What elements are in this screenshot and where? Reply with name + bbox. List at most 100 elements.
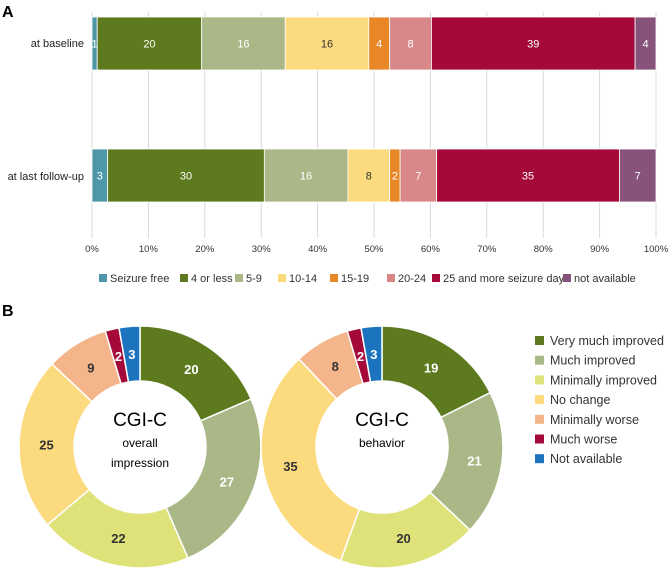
bar-data-label: 4: [376, 39, 382, 51]
donut-data-label: 21: [467, 454, 481, 469]
legend-label: Much worse: [550, 433, 617, 447]
legend-swatch-minimally-improved: [535, 375, 544, 385]
donut-center-subtitle-line-1: overall: [122, 436, 157, 450]
legend-swatch-much-worse: [535, 434, 544, 444]
bar-data-label: 35: [522, 171, 534, 183]
x-tick-label: 70%: [477, 244, 497, 255]
donut-center-subtitle-line-2: impression: [111, 456, 169, 470]
legend-swatch-10-14: [278, 274, 286, 282]
bar-data-label: 16: [300, 171, 312, 183]
donut-data-label: 9: [87, 360, 94, 375]
donut-slice-no-change: [260, 357, 361, 562]
legend-swatch-5-9: [235, 274, 243, 282]
panel-label-b: B: [2, 303, 14, 320]
legend-label: Very much improved: [550, 334, 664, 348]
legend-label: 10-14: [289, 273, 317, 285]
donut-slice-not-available: [118, 325, 141, 383]
donut-data-label: 20: [396, 531, 410, 546]
legend-swatch-4-or-less: [180, 274, 188, 282]
legend-label: not available: [574, 273, 636, 285]
donut-data-label: 2: [115, 349, 122, 364]
donut-data-label: 19: [424, 360, 438, 375]
bar-data-label: 39: [527, 39, 539, 51]
x-tick-label: 40%: [308, 244, 328, 255]
bar-segment-20-24: [399, 148, 438, 203]
donut-slice-not-available: [360, 325, 383, 383]
x-tick-label: 30%: [252, 244, 272, 255]
bar-data-label: 4: [642, 39, 648, 51]
bar-segment-10-14: [347, 148, 391, 203]
donut-data-label: 3: [128, 347, 135, 362]
legend-label: No change: [550, 393, 611, 407]
donut-legend: Very much improved Much improved Minimally…: [535, 334, 664, 466]
stacked-bar-chart: 1 20 16 16 4 8 39 4 3 30 16 8 2 7 35 7: [92, 16, 657, 203]
donut-slice-much-improved: [165, 398, 262, 560]
bar-data-label: 30: [180, 171, 192, 183]
bar-data-label: 7: [415, 171, 421, 183]
bar-data-label: 1: [92, 39, 98, 51]
bar-data-label: 8: [407, 39, 413, 51]
legend-swatch-20-24: [387, 274, 395, 282]
donut-data-label: 8: [332, 359, 339, 374]
x-tick-label: 80%: [534, 244, 554, 255]
donut-data-label: 2: [357, 349, 364, 364]
x-tick-label: 90%: [590, 244, 610, 255]
donut-data-label: 35: [283, 459, 297, 474]
donut-data-label: 22: [111, 531, 125, 546]
legend-swatch-much-improved: [535, 355, 544, 365]
x-tick-label: 50%: [364, 244, 384, 255]
donut-data-label: 27: [220, 475, 234, 490]
legend-label: 20-24: [398, 273, 426, 285]
x-tick-label: 0%: [85, 244, 99, 255]
bar-data-label: 2: [392, 171, 398, 183]
x-tick-label: 20%: [195, 244, 215, 255]
legend-swatch-very-much-improved: [535, 336, 544, 345]
donut-slice-much-improved: [428, 391, 504, 532]
bar-segment-25-and-more-seizure-days: [431, 16, 636, 71]
bar-segment-4-or-less: [107, 148, 265, 203]
legend-label: 5-9: [246, 273, 262, 285]
bar-data-label: 16: [321, 39, 333, 51]
legend-label: 25 and more seizure days: [443, 273, 570, 285]
bar-segment-4-or-less: [96, 16, 203, 71]
legend-label: Seizure free: [110, 273, 169, 285]
bar-data-label: 3: [97, 171, 103, 183]
donut-chart-behavior: 19 21 20 35 8 2 3: [260, 325, 504, 569]
bar-segment-5-9: [201, 16, 286, 71]
bar-segment-25-and-more-seizure-days: [436, 148, 620, 203]
legend-label: Minimally improved: [550, 373, 657, 387]
donut-center-title-behavior: CGI-C: [355, 410, 409, 431]
donut-slice-no-change: [18, 362, 94, 526]
x-tick-label: 60%: [421, 244, 441, 255]
bar-segment-10-14: [284, 16, 370, 71]
bar-legend: Seizure free 4 or less 5-9 10-14 15-19 20-24 2…: [99, 273, 636, 285]
bar-segment-5-9: [263, 148, 349, 203]
legend-swatch-minimally-worse: [535, 414, 544, 424]
bar-data-label: 7: [635, 171, 641, 183]
donut-data-label: 3: [370, 347, 377, 362]
bar-segment-not-available: [619, 148, 657, 203]
category-label-baseline: at baseline: [31, 38, 84, 50]
legend-label: 4 or less: [191, 273, 233, 285]
legend-swatch-25-and-more-seizure-days: [432, 274, 440, 282]
donut-center-subtitle-behavior: behavior: [359, 436, 405, 450]
panel-label-a: A: [2, 4, 14, 21]
donut-chart-overall-impression: 20 27 22 25 9 2 3: [18, 325, 262, 569]
donut-data-label: 20: [184, 362, 198, 377]
bar-segment-not-available: [634, 16, 657, 71]
donut-center-subtitle-overall: overall impression: [111, 436, 169, 470]
donut-data-label: 25: [39, 437, 53, 452]
bar-data-label: 20: [143, 39, 155, 51]
bar-data-label: 16: [237, 39, 249, 51]
legend-label: Much improved: [550, 354, 635, 368]
x-axis-ticks: 0% 10% 20% 30% 40% 50% 60% 70% 80% 90% 100%: [85, 244, 669, 255]
legend-label: Not available: [550, 452, 622, 466]
x-tick-label: 100%: [644, 244, 669, 255]
donut-center-title-overall: CGI-C: [113, 410, 167, 431]
legend-swatch-no-change: [535, 395, 544, 405]
legend-swatch-15-19: [330, 274, 338, 282]
legend-swatch-seizure-free: [99, 274, 107, 282]
legend-label: 15-19: [341, 273, 369, 285]
bar-data-label: 8: [366, 171, 372, 183]
